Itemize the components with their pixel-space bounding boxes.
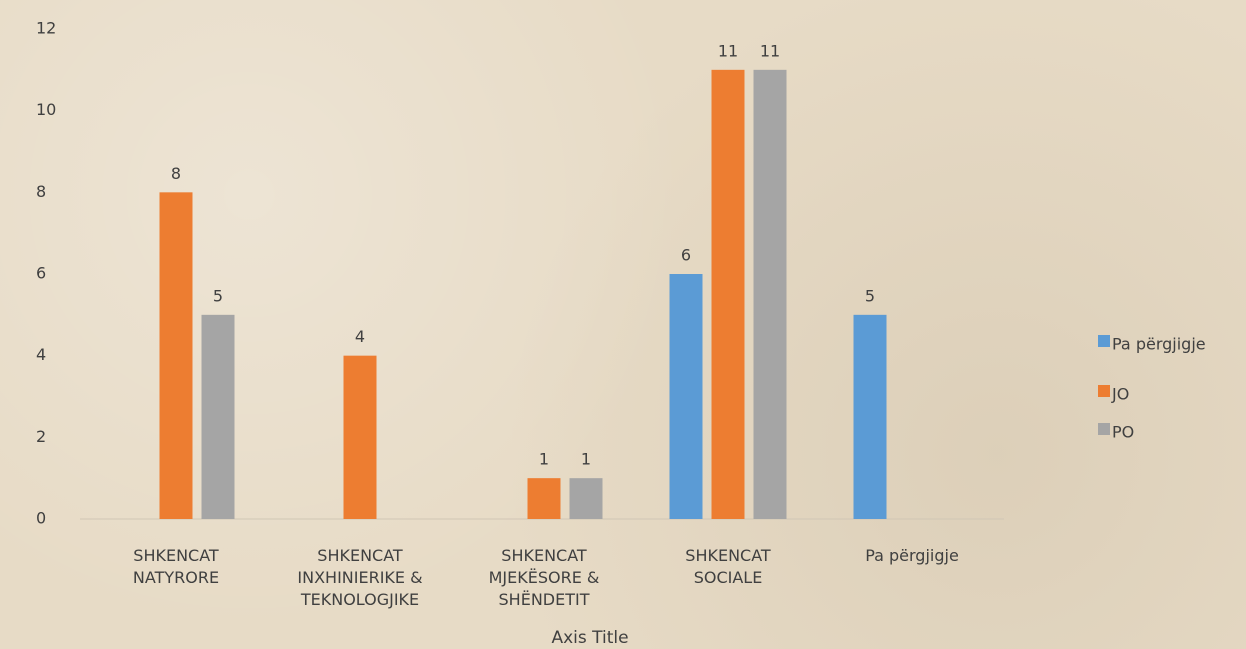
legend-label: PO <box>1112 423 1134 442</box>
bar <box>201 314 235 519</box>
legend-label: Pa përgjigje <box>1112 335 1206 354</box>
data-label: 1 <box>581 450 591 469</box>
data-label: 11 <box>718 41 738 60</box>
data-label: 1 <box>539 450 549 469</box>
legend-swatch <box>1098 423 1110 435</box>
x-tick-label: Pa përgjigje <box>865 546 959 565</box>
legend-label: JO <box>1111 385 1129 404</box>
x-tick-label: SHKENCAT INXHINIERIKE & TEKNOLOGJIKE <box>297 546 423 609</box>
bar <box>159 192 193 520</box>
bar <box>669 274 703 519</box>
y-tick-label: 4 <box>36 345 46 364</box>
legend-swatch <box>1098 385 1110 397</box>
data-label: 5 <box>213 286 223 305</box>
data-label: 11 <box>760 41 780 60</box>
x-tick-label: SHKENCAT SOCIALE <box>685 546 771 587</box>
y-tick-label: 2 <box>36 427 46 446</box>
y-tick-label: 8 <box>36 182 46 201</box>
data-label: 5 <box>865 286 875 305</box>
y-tick-label: 0 <box>36 509 46 528</box>
x-axis-title: Axis Title <box>551 628 629 648</box>
bar <box>853 314 887 519</box>
x-tick-label: SHKENCAT NATYRORE <box>132 546 220 587</box>
bar <box>527 478 561 519</box>
data-label: 4 <box>355 327 365 346</box>
legend-swatch <box>1098 335 1110 347</box>
y-tick-label: 12 <box>36 19 56 38</box>
bar <box>569 478 603 519</box>
bar <box>343 355 377 519</box>
data-label: 8 <box>171 164 181 183</box>
y-tick-label: 10 <box>36 100 56 119</box>
x-tick-label: SHKENCAT MJEKËSORE & SHËNDETIT <box>488 546 600 609</box>
bar <box>753 69 787 519</box>
y-tick-label: 6 <box>36 264 46 283</box>
bar <box>711 69 745 519</box>
data-label: 6 <box>681 246 691 265</box>
